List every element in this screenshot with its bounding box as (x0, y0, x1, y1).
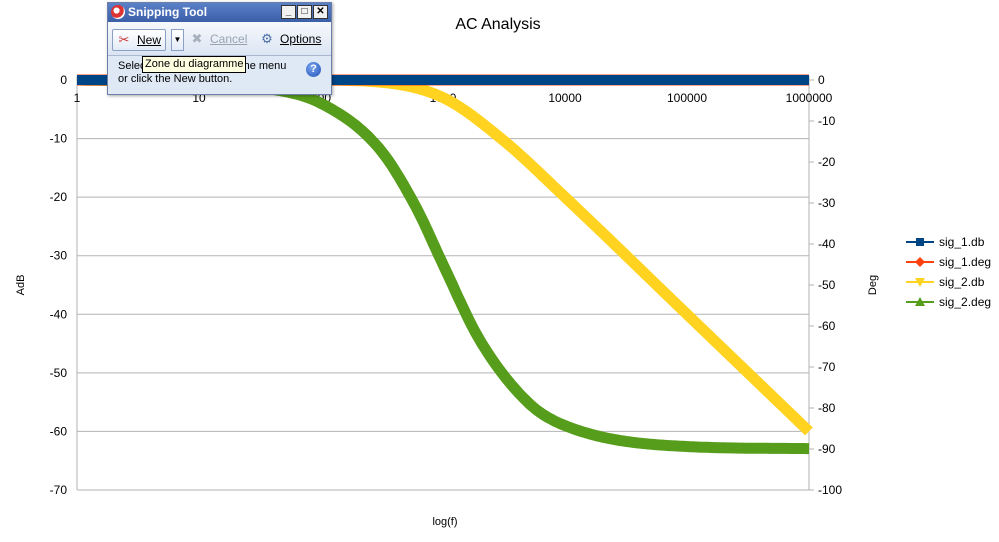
instruction-line2: or click the New button. (118, 73, 233, 85)
y-right-tick-label: -100 (818, 483, 842, 497)
y-left-tick-label: -60 (50, 424, 68, 438)
y-left-tick-labels: 0 -10 -20 -30 -40 -50 -60 -70 (50, 73, 68, 497)
legend-marker-triangle-up (915, 297, 925, 306)
cancel-button[interactable]: ✖ Cancel (188, 29, 248, 49)
legend-label: sig_1.db (939, 235, 985, 249)
chevron-down-icon: ▼ (173, 35, 182, 44)
chart-title: AC Analysis (455, 16, 540, 33)
y-right-tick-label: -90 (818, 442, 836, 456)
y-right-axis-label: Deg (867, 275, 879, 295)
maximize-button[interactable]: □ (297, 5, 312, 19)
legend-label: sig_1.deg (939, 255, 991, 269)
options-button[interactable]: ⚙ Options (258, 29, 321, 49)
y-right-tick-label: -10 (818, 114, 836, 128)
cancel-label: Cancel (210, 32, 248, 46)
minimize-button[interactable]: _ (281, 5, 296, 19)
new-label: New (137, 33, 162, 47)
y-left-tick-label: -70 (50, 483, 68, 497)
options-label: Options (280, 32, 322, 46)
scissors-icon: ✂ (118, 32, 130, 47)
x-tick-label: 1 (74, 91, 81, 105)
snipping-tool-title: Snipping Tool (128, 5, 208, 19)
chart-area-tooltip: Zone du diagramme (142, 56, 247, 73)
y-left-tick-label: -10 (50, 132, 68, 146)
snipping-toolbar: ✂ New ▼ ✖ Cancel ⚙ Options (108, 22, 331, 56)
legend-label: sig_2.db (939, 275, 985, 289)
instruction-line1: Select (118, 60, 149, 72)
help-icon[interactable]: ? (306, 62, 321, 77)
legend: sig_1.db sig_1.deg sig_2.db sig_2.deg (906, 235, 991, 309)
y-right-tick-label: -80 (818, 401, 836, 415)
y-right-tick-labels: 0 -10 -20 -30 -40 -50 -60 -70 -80 -90 -100 (818, 73, 842, 497)
legend-marker-triangle-down (915, 278, 925, 287)
y-left-axis-label: AdB (15, 275, 27, 296)
y-right-tick-label: -60 (818, 319, 836, 333)
y-right-tick-label: -30 (818, 196, 836, 210)
y-right-tick-label: -20 (818, 155, 836, 169)
y-left-tick-label: -20 (50, 190, 68, 204)
x-tick-label: 100000 (667, 91, 707, 105)
instruction-line1-end: he menu (243, 60, 287, 72)
gear-icon: ⚙ (261, 31, 273, 46)
x-tick-label: 1000000 (786, 91, 833, 105)
new-dropdown-button[interactable]: ▼ (171, 29, 184, 51)
legend-marker-square (916, 238, 924, 246)
instruction-text: Select he menu or click the New button. (118, 60, 298, 86)
x-tick-label: 10000 (548, 91, 582, 105)
y-left-tick-label: -50 (50, 366, 68, 380)
snipping-tool-icon (111, 5, 125, 19)
new-snip-button[interactable]: ✂ New (112, 29, 167, 51)
y-left-tick-label: -30 (50, 249, 68, 263)
snipping-tool-titlebar[interactable]: Snipping Tool _ □ ✕ (108, 3, 331, 22)
y-left-tick-label: 0 (60, 73, 67, 87)
cancel-icon: ✖ (191, 31, 203, 46)
y-right-tick-label: -40 (818, 237, 836, 251)
x-axis-label: log(f) (432, 516, 457, 528)
y-right-tick-label: -70 (818, 360, 836, 374)
y-left-tick-label: -40 (50, 307, 68, 321)
legend-label: sig_2.deg (939, 295, 991, 309)
grid-lines (76, 76, 814, 491)
y-right-tick-label: 0 (818, 73, 825, 87)
series-lines (73, 74, 813, 455)
close-button[interactable]: ✕ (313, 5, 328, 19)
legend-marker-diamond (915, 257, 925, 267)
y-right-tick-label: -50 (818, 278, 836, 292)
snipping-tool-window: Snipping Tool _ □ ✕ ✂ New ▼ ✖ Cancel ⚙ O… (107, 2, 332, 95)
series-line-sig_2-deg (73, 74, 813, 455)
